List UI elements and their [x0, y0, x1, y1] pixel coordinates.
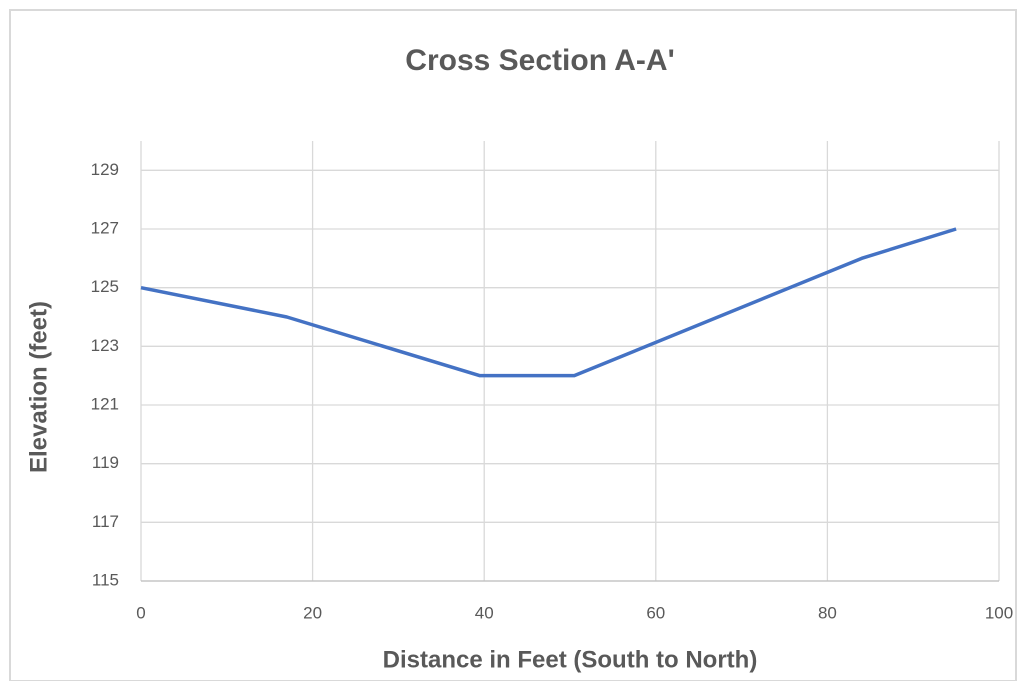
y-tick-label: 121: [91, 394, 119, 413]
x-tick-label: 0: [136, 603, 145, 622]
x-tick-label: 40: [475, 603, 494, 622]
y-axis-label: Elevation (feet): [25, 301, 52, 473]
chart-title: Cross Section A-A': [405, 44, 674, 77]
x-tick-label: 100: [985, 603, 1013, 622]
y-tick-label: 119: [92, 453, 119, 472]
x-tick-label: 20: [303, 603, 322, 622]
x-tick-label: 60: [646, 603, 665, 622]
y-tick-label: 127: [91, 218, 119, 237]
x-tick-label: 80: [818, 603, 837, 622]
y-tick-label: 123: [91, 336, 119, 355]
y-tick-label: 129: [91, 160, 119, 179]
y-tick-label: 125: [91, 277, 119, 296]
chart-frame: [9, 9, 1017, 681]
data-line: [140, 227, 957, 378]
y-tick-label: 117: [92, 512, 119, 531]
y-tick-label: 115: [92, 570, 119, 589]
x-axis-label: Distance in Feet (South to North): [383, 646, 758, 673]
